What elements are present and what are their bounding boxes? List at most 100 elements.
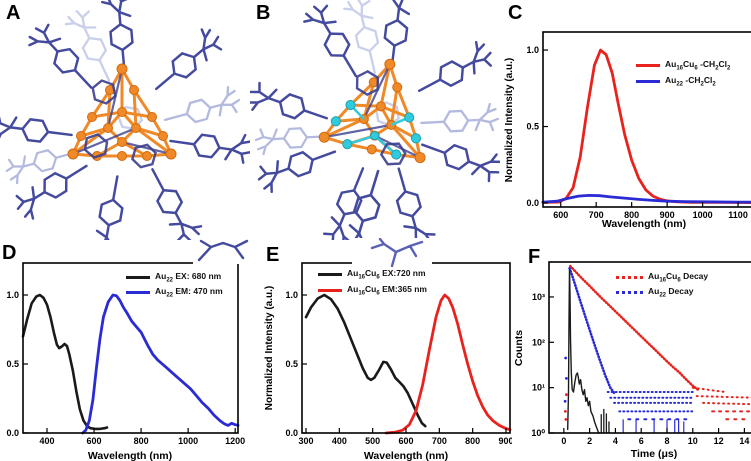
svg-text:600: 600 — [553, 210, 568, 220]
svg-text:900: 900 — [660, 210, 675, 220]
blue-line-swatch — [126, 291, 150, 294]
au22-exem-chart: Wavelength (nm) 400 600 800 1000 1200 0.0 0.5 1… — [6, 262, 245, 461]
svg-text:300: 300 — [298, 436, 313, 446]
svg-text:0.5: 0.5 — [285, 359, 298, 369]
svg-text:600: 600 — [398, 436, 413, 446]
red-line-swatch — [318, 288, 342, 292]
red-dotted-swatch — [616, 276, 643, 279]
svg-text:1.0: 1.0 — [285, 290, 298, 300]
background-ligands — [254, 0, 500, 156]
legend-label: Au16Cu6 EM:365 nm — [347, 283, 427, 297]
svg-text:0: 0 — [561, 436, 566, 446]
c-y-axis-title: Normalized Intensity (a.u.) — [504, 58, 515, 182]
svg-text:700: 700 — [589, 210, 604, 220]
au22-molecule-image — [0, 0, 250, 240]
panel-label-e: E — [266, 244, 280, 266]
au16cu6-molecule-image — [250, 0, 500, 240]
svg-text:700: 700 — [432, 436, 447, 446]
blue-dotted-swatch — [616, 291, 643, 294]
panel-d-au22-exem: Wavelength (nm) 400 600 800 1000 1200 0.0 0.5 1… — [0, 240, 262, 461]
f-legend: Au16Cu6 Decay Au22 Decay — [616, 270, 708, 300]
svg-text:12: 12 — [714, 436, 724, 446]
svg-text:800: 800 — [465, 436, 480, 446]
legend-item: Au16Cu6 EM:365 nm — [318, 282, 427, 298]
svg-text:1000: 1000 — [178, 436, 198, 446]
legend-item: Au22 EX: 680 nm — [126, 270, 223, 285]
decay-chart: Time (μs) Counts 0 2 4 6 8 10 12 14 10⁰ 10¹ 10² 10³ — [513, 261, 751, 460]
ligand-shell — [250, 0, 500, 240]
svg-text:14: 14 — [739, 436, 749, 446]
svg-text:1.0: 1.0 — [526, 45, 539, 55]
legend-item: Au16Cu6 Decay — [616, 270, 708, 285]
panel-label-b: B — [256, 2, 271, 24]
black-line-swatch — [318, 272, 342, 276]
c-x-axis-title: Wavelength (nm) — [602, 218, 686, 230]
molecule-fragment — [193, 238, 257, 264]
panel-a-au22-structure — [0, 0, 250, 240]
svg-text:400: 400 — [39, 436, 54, 446]
legend-label: Au16Cu6 EX:720 nm — [347, 267, 426, 281]
chart-canvas: 6007008009001000110012000.00.51.0 — [526, 31, 751, 220]
svg-text:0.0: 0.0 — [6, 428, 19, 438]
legend-label: Au16Cu6 -CH2Cl2 — [665, 58, 731, 72]
svg-text:10⁰: 10⁰ — [531, 428, 545, 438]
legend-label: Au22 Decay — [648, 286, 694, 299]
c-legend: Au16Cu6 -CH2Cl2 Au22 -CH2Cl2 — [636, 57, 730, 89]
svg-text:0.5: 0.5 — [6, 359, 19, 369]
e-y-axis-title: Normalized Intensity (a.u.) — [264, 286, 275, 410]
au16cu6-exem-chart: Wavelength (nm) Normalized Intensity (a.… — [264, 262, 512, 461]
legend-item: Au16Cu6 EX:720 nm — [318, 266, 427, 282]
d-legend: Au22 EX: 680 nm Au22 EM: 470 nm — [126, 270, 223, 300]
f-y-axis-title: Counts — [513, 330, 525, 366]
pl-spectra-chart: Wavelength (nm) Normalized Intensity (a.… — [504, 31, 751, 230]
panel-label-a: A — [6, 2, 21, 24]
chart-canvas: 0 2 4 6 8 10 12 14 10⁰ 10¹ 10² 10³ — [531, 261, 751, 446]
legend-label: Au22 EM: 470 nm — [155, 286, 223, 299]
legend-item: Au22 Decay — [616, 285, 708, 300]
au22-molecule — [0, 0, 250, 240]
panel-label-d: D — [2, 242, 17, 264]
svg-text:400: 400 — [332, 436, 347, 446]
svg-text:0.0: 0.0 — [526, 198, 539, 208]
legend-label: Au16Cu6 Decay — [648, 271, 709, 284]
legend-item: Au22 EM: 470 nm — [126, 285, 223, 300]
legend-label: Au22 -CH2Cl2 — [665, 74, 716, 88]
f-x-axis-title: Time (μs) — [631, 448, 678, 460]
au16cu6-molecule — [250, 0, 500, 240]
svg-text:10¹: 10¹ — [532, 383, 545, 393]
svg-text:10²: 10² — [532, 337, 545, 347]
legend-item: Au16Cu6 -CH2Cl2 — [636, 57, 730, 73]
svg-text:800: 800 — [624, 210, 639, 220]
svg-text:1100: 1100 — [728, 210, 748, 220]
panel-label-c: C — [508, 2, 523, 24]
svg-text:500: 500 — [365, 436, 380, 446]
e-legend: Au16Cu6 EX:720 nm Au16Cu6 EM:365 nm — [318, 266, 427, 298]
ligand-shell — [0, 0, 250, 240]
svg-text:0.5: 0.5 — [526, 122, 539, 132]
panel-c-pl-spectra: Wavelength (nm) Normalized Intensity (a.… — [500, 0, 751, 240]
svg-text:600: 600 — [87, 436, 102, 446]
red-line-swatch — [636, 63, 660, 67]
black-line-swatch — [126, 276, 150, 279]
gold-core — [316, 46, 446, 167]
panel-e-au16cu6-exem: Wavelength (nm) Normalized Intensity (a.… — [262, 240, 512, 461]
panel-b-au16cu6-structure — [250, 0, 500, 240]
svg-text:6: 6 — [639, 436, 644, 446]
svg-text:8: 8 — [665, 436, 670, 446]
svg-text:0.0: 0.0 — [285, 428, 298, 438]
legend-label: Au22 EX: 680 nm — [155, 271, 222, 284]
svg-text:10³: 10³ — [532, 292, 545, 302]
panel-label-f: F — [528, 246, 541, 268]
svg-text:800: 800 — [134, 436, 149, 446]
svg-text:900: 900 — [498, 436, 512, 446]
svg-text:2: 2 — [587, 436, 592, 446]
blue-line-swatch — [636, 79, 660, 83]
d-x-axis-title: Wavelength (nm) — [88, 450, 172, 461]
molecule-fragment — [352, 238, 432, 268]
svg-text:1000: 1000 — [693, 210, 713, 220]
e-x-axis-title: Wavelength (nm) — [364, 450, 448, 461]
svg-text:1200: 1200 — [225, 436, 245, 446]
svg-text:1.0: 1.0 — [6, 290, 19, 300]
chart-canvas: 400 600 800 1000 1200 0.0 0.5 1.0 — [6, 262, 245, 446]
